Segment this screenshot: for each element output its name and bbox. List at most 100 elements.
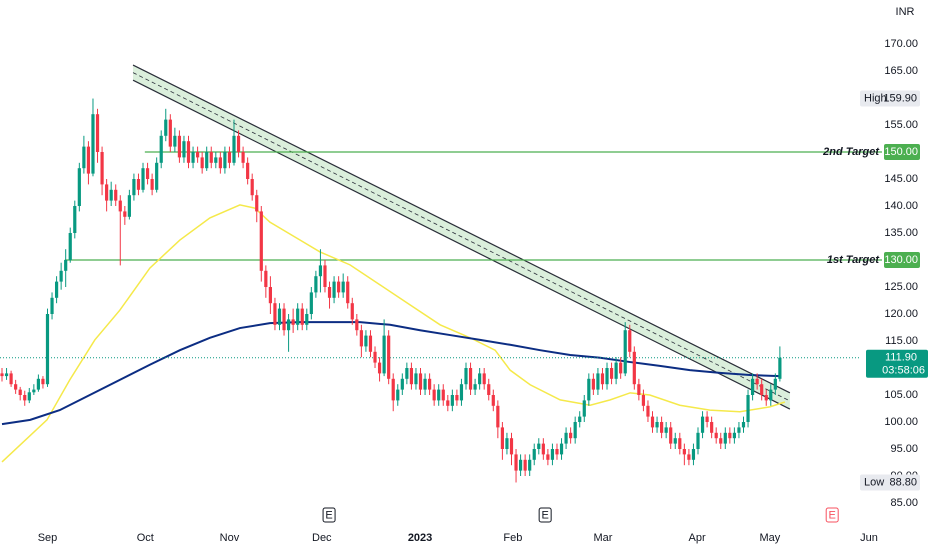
candle-body xyxy=(614,362,618,379)
candle-body xyxy=(255,195,259,212)
candle-body xyxy=(145,168,150,180)
x-tick-label: 2023 xyxy=(408,532,432,544)
candle-body xyxy=(468,368,473,390)
low-label: Low xyxy=(864,476,884,488)
candle-body xyxy=(396,389,400,401)
candle-body xyxy=(769,389,773,401)
candle-body xyxy=(714,432,718,439)
high-label: High xyxy=(864,92,887,104)
candle-body xyxy=(655,422,659,428)
candle-body xyxy=(205,152,209,169)
candle-body xyxy=(559,443,564,455)
candle-body xyxy=(650,416,655,428)
candle-body xyxy=(223,152,227,169)
candle-body xyxy=(177,135,182,158)
candle-body xyxy=(537,443,541,450)
candle-body xyxy=(473,384,477,390)
candle-body xyxy=(514,454,518,471)
y-tick-label: 120.00 xyxy=(884,308,918,320)
candle-body xyxy=(696,432,700,450)
candle-body xyxy=(268,287,272,304)
candle-body xyxy=(9,373,13,385)
candle-body xyxy=(182,141,186,158)
last-price-value: 111.90 xyxy=(885,352,917,364)
candle-body xyxy=(32,389,36,393)
candle-body xyxy=(523,459,527,471)
candle-body xyxy=(82,146,86,169)
high-value: 159.90 xyxy=(883,92,917,104)
candle-body xyxy=(496,405,500,428)
candle-body xyxy=(528,459,532,471)
candle-body xyxy=(623,330,627,374)
candle-body xyxy=(59,270,63,282)
candle-body xyxy=(346,281,350,304)
candle-body xyxy=(127,195,131,217)
candle-body xyxy=(314,276,318,293)
candle-body xyxy=(573,422,577,439)
candle-body xyxy=(509,438,514,455)
candle-body xyxy=(678,438,682,450)
candle-body xyxy=(632,351,636,385)
candle-body xyxy=(214,157,218,163)
target-value: 130.00 xyxy=(884,254,918,266)
candle-body xyxy=(159,135,163,163)
candle-body xyxy=(459,384,464,401)
candle-body xyxy=(18,389,22,396)
candle-body xyxy=(596,373,600,390)
candle-body xyxy=(691,449,696,460)
candle-body xyxy=(450,395,454,406)
target-label: 1st Target xyxy=(827,254,881,266)
candle-body xyxy=(723,432,727,444)
earnings-marker xyxy=(825,507,839,523)
candle-body xyxy=(773,378,777,390)
candle-body xyxy=(778,357,782,379)
y-tick-label: 85.00 xyxy=(890,497,918,509)
candle-body xyxy=(687,454,691,460)
candle-body xyxy=(750,378,755,396)
candle-body xyxy=(150,179,154,190)
candle-body xyxy=(155,162,159,190)
candle-body xyxy=(332,281,336,298)
channel-midline xyxy=(132,72,791,402)
candle-body xyxy=(186,141,191,163)
y-tick-label: 95.00 xyxy=(890,443,918,455)
target-badge xyxy=(884,144,920,161)
candle-body xyxy=(500,427,504,450)
candle-body xyxy=(505,438,509,450)
candle-body xyxy=(387,335,391,379)
candle-body xyxy=(118,200,122,212)
candle-body xyxy=(164,119,168,136)
candle-body xyxy=(227,152,232,163)
candle-body xyxy=(646,405,650,417)
high-badge xyxy=(860,90,920,107)
candle-body xyxy=(259,211,263,271)
candle-body xyxy=(309,292,313,315)
candle-body xyxy=(54,281,59,298)
candle-body xyxy=(132,179,136,196)
candle-body xyxy=(337,281,341,293)
candle-body xyxy=(746,395,750,423)
candle-body xyxy=(382,335,386,374)
candle-body xyxy=(546,454,550,460)
candle-body xyxy=(196,152,200,158)
candle-body xyxy=(136,179,141,190)
x-tick-label: Sep xyxy=(38,532,58,544)
y-tick-label: 170.00 xyxy=(884,38,918,50)
x-tick-label: Apr xyxy=(689,532,706,544)
candle-body xyxy=(368,335,373,352)
candle-body xyxy=(355,319,359,331)
x-tick-label: Mar xyxy=(593,532,612,544)
earnings-label: E xyxy=(325,509,332,521)
candle-body xyxy=(719,438,723,444)
candle-body xyxy=(286,319,291,331)
earnings-marker xyxy=(322,507,336,523)
candle-body xyxy=(732,432,736,439)
candle-body xyxy=(105,184,109,201)
candle-body xyxy=(587,378,591,401)
candle-body xyxy=(64,260,68,271)
y-tick-label: 155.00 xyxy=(884,119,918,131)
x-tick-label: May xyxy=(759,532,780,544)
candle-body xyxy=(273,303,277,325)
candle-body xyxy=(518,459,523,471)
candle-body xyxy=(728,432,732,439)
